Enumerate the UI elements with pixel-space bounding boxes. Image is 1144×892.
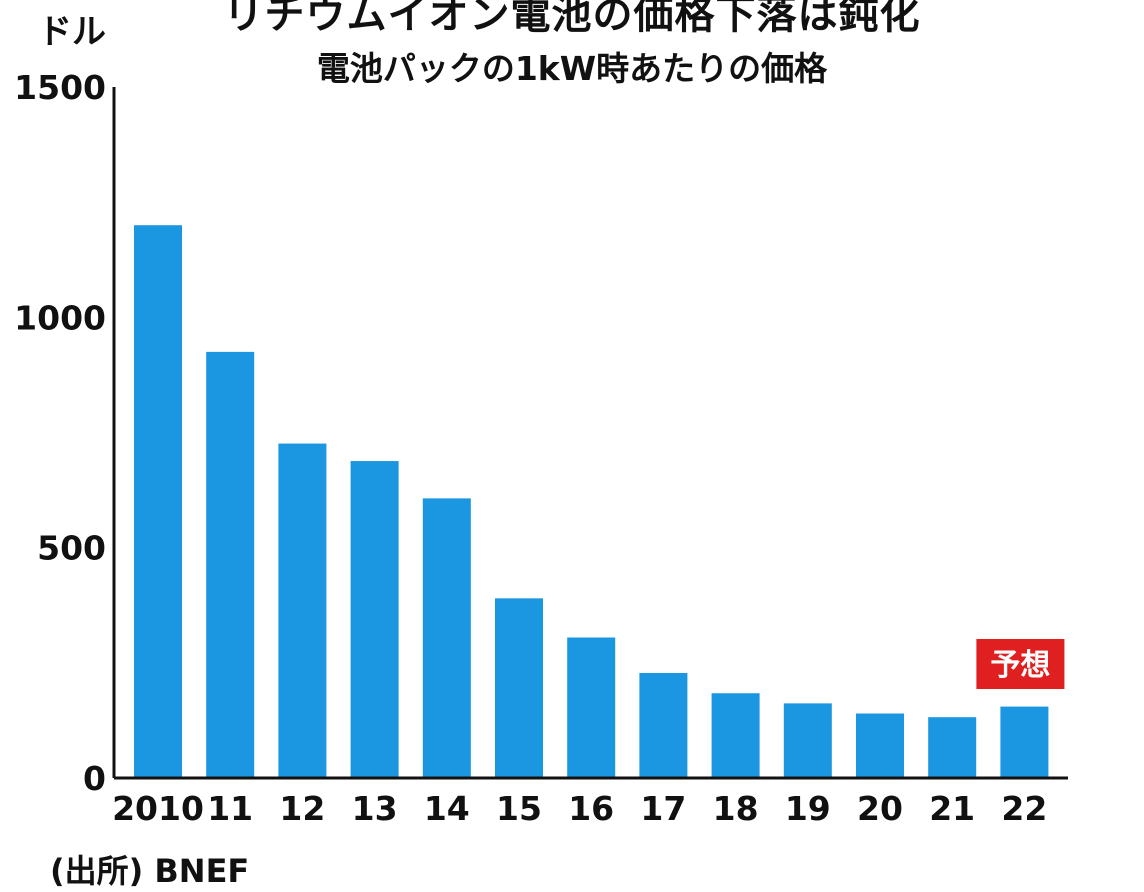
bar-18	[711, 693, 760, 778]
x-tick-label-15: 15	[496, 789, 542, 828]
x-tick-label-20: 20	[857, 789, 903, 828]
x-tick-label-2010: 2010	[112, 789, 204, 828]
x-tick-label-11: 11	[207, 789, 253, 828]
x-tick-label-21: 21	[929, 789, 975, 828]
bar-13	[350, 461, 399, 778]
x-tick-label-17: 17	[640, 789, 686, 828]
y-ticks-group: 0 500 1000 1500	[14, 68, 106, 798]
bar-17	[639, 672, 688, 778]
x-ticks-group: 2010 11 12 13 14 15 16 17 18 19 20 21 22	[112, 789, 1047, 828]
bar-12	[278, 443, 327, 778]
bar-2010	[134, 225, 182, 778]
chart-title: リチウムイオン電池の価格下落は鈍化	[223, 0, 921, 38]
bar-15	[495, 598, 543, 778]
source-note: (出所) BNEF	[50, 852, 250, 890]
y-axis-unit-label: ドル	[38, 12, 106, 52]
bar-19	[783, 703, 832, 778]
forecast-annotation: 予想	[976, 639, 1065, 689]
x-tick-label-16: 16	[568, 789, 614, 828]
y-tick-label-1500: 1500	[14, 68, 106, 107]
bar-11	[206, 351, 255, 778]
x-tick-label-14: 14	[424, 789, 470, 828]
y-tick-label-1000: 1000	[14, 298, 106, 337]
bar-20	[856, 713, 904, 778]
forecast-badge-label: 予想	[990, 648, 1050, 683]
x-tick-label-22: 22	[1001, 789, 1047, 828]
bar-22	[1000, 706, 1049, 778]
bar-14	[422, 498, 471, 778]
x-tick-label-13: 13	[352, 789, 398, 828]
y-tick-label-0: 0	[83, 759, 106, 798]
bars-group	[134, 225, 1049, 778]
x-tick-label-19: 19	[785, 789, 831, 828]
y-tick-label-500: 500	[37, 529, 106, 568]
forecast-badge	[976, 639, 1065, 689]
bar-21	[928, 717, 977, 778]
x-tick-label-12: 12	[279, 789, 325, 828]
x-tick-label-18: 18	[713, 789, 759, 828]
bar-16	[567, 637, 616, 778]
chart-subtitle: 電池パックの1kW時あたりの価格	[316, 49, 828, 88]
